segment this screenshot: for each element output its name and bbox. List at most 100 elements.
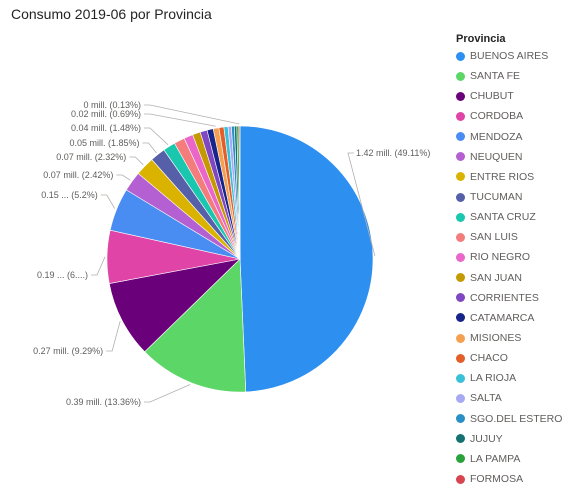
data-label-mendoza: 0.15 ... (5.2%)	[41, 190, 98, 200]
chart-title: Consumo 2019-06 por Provincia	[11, 6, 212, 22]
data-label-neuquen: 0.07 mill. (2.42%)	[43, 170, 113, 180]
legend-label: CORRIENTES	[470, 291, 539, 304]
legend-item-san-luis[interactable]: SAN LUIS	[456, 227, 572, 247]
data-label-cordoba: 0.19 ... (6....)	[37, 270, 88, 280]
legend-marker	[456, 414, 465, 424]
legend-marker	[456, 273, 465, 283]
legend-label: SALTA	[470, 392, 502, 405]
legend-item-salta[interactable]: SALTA	[456, 388, 572, 408]
legend-item-jujuy[interactable]: JUJUY	[456, 429, 572, 449]
legend-label: JUJUY	[470, 432, 503, 445]
legend-label: SGO.DEL ESTERO	[470, 412, 563, 425]
legend-label: SANTA CRUZ	[470, 211, 536, 224]
legend-label: NEUQUEN	[470, 150, 523, 163]
legend-marker	[456, 172, 465, 182]
leader-line-misiones	[144, 113, 216, 127]
leader-line-formosa	[144, 104, 240, 125]
pie-slice-formosa[interactable]	[238, 125, 241, 260]
legend-item-la-pampa[interactable]: LA PAMPA	[456, 449, 572, 469]
legend-item-la-rioja[interactable]: LA RIOJA	[456, 368, 572, 388]
data-labels: 1.42 mill. (49.11%) 0.39 mill. (13.36%) 0.…	[33, 100, 430, 407]
legend-marker	[456, 51, 465, 61]
legend-label: CHUBUT	[470, 90, 514, 103]
data-label-buenos-aires: 1.42 mill. (49.11%)	[356, 148, 430, 158]
legend-marker	[456, 373, 465, 383]
legend-label: SAN JUAN	[470, 271, 522, 284]
legend-marker	[456, 212, 465, 222]
legend-item-formosa[interactable]: FORMOSA	[456, 469, 572, 489]
data-label-entre-rios: 0.07 mill. (2.32%)	[56, 152, 126, 162]
leader-line-entre-rios	[129, 156, 144, 166]
legend-marker	[456, 393, 465, 403]
data-label-formosa: 0 mill. (0.13%)	[83, 100, 141, 110]
legend-item-rio-negro[interactable]: RIO NEGRO	[456, 247, 572, 267]
data-label-misiones: 0.02 mill. (0.69%)	[71, 109, 141, 119]
leader-line-tucuman	[142, 142, 157, 154]
legend-item-san-juan[interactable]: SAN JUAN	[456, 268, 572, 288]
legend-item-entre-rios[interactable]: ENTRE RIOS	[456, 167, 572, 187]
legend-item-corrientes[interactable]: CORRIENTES	[456, 288, 572, 308]
legend-item-misiones[interactable]: MISIONES	[456, 328, 572, 348]
legend-label: BUENOS AIRES	[470, 50, 549, 63]
legend-item-chaco[interactable]: CHACO	[456, 348, 572, 368]
legend-marker	[456, 333, 465, 343]
pie-slices	[106, 125, 374, 393]
legend-item-santa-cruz[interactable]: SANTA CRUZ	[456, 207, 572, 227]
legend-marker	[456, 232, 465, 242]
legend: Provincia BUENOS AIRES SANTA FE CHUBUT CORD…	[456, 32, 572, 489]
legend-marker	[456, 152, 465, 162]
legend-item-santa-fe[interactable]: SANTA FE	[456, 66, 572, 86]
legend-label: LA RIOJA	[470, 372, 517, 385]
legend-list: BUENOS AIRES SANTA FE CHUBUT CORDOBA MENDOZA…	[456, 46, 572, 489]
legend-label: CHACO	[470, 352, 508, 365]
leader-line-chubut	[106, 321, 121, 352]
pie-slice-santa-fe[interactable]	[144, 258, 247, 393]
pie-chart: 1.42 mill. (49.11%) 0.39 mill. (13.36%) 0.…	[33, 100, 430, 407]
legend-label: SAN LUIS	[470, 231, 518, 244]
legend-item-tucuman[interactable]: TUCUMAN	[456, 187, 572, 207]
legend-marker	[456, 192, 465, 202]
legend-label: CORDOBA	[470, 110, 524, 123]
data-label-santa-fe: 0.39 mill. (13.36%)	[66, 397, 141, 407]
legend-marker	[456, 252, 465, 262]
legend-marker	[456, 474, 465, 484]
legend-item-buenos-aires[interactable]: BUENOS AIRES	[456, 46, 572, 66]
leader-line-cordoba	[91, 256, 106, 276]
legend-label: RIO NEGRO	[470, 251, 531, 264]
legend-title: Provincia	[456, 33, 506, 45]
legend-label: SANTA FE	[470, 70, 520, 83]
legend-item-chubut[interactable]: CHUBUT	[456, 86, 572, 106]
leader-line-buenos-aires	[347, 152, 376, 257]
legend-marker	[456, 293, 465, 303]
data-label-tucuman: 0.05 mill. (1.85%)	[69, 138, 139, 148]
legend-marker	[456, 91, 465, 101]
leader-line-mendoza	[100, 194, 116, 209]
legend-item-mendoza[interactable]: MENDOZA	[456, 127, 572, 147]
legend-marker	[456, 132, 465, 142]
legend-item-sgo-del-estero[interactable]: SGO.DEL ESTERO	[456, 409, 572, 429]
legend-label: LA PAMPA	[470, 452, 521, 465]
legend-label: ENTRE RIOS	[470, 170, 535, 183]
leader-line-santa-fe	[144, 384, 191, 403]
legend-label: CATAMARCA	[470, 311, 535, 324]
legend-item-catamarca[interactable]: CATAMARCA	[456, 308, 572, 328]
legend-marker	[456, 434, 465, 444]
leader-line-santa-cruz	[144, 127, 169, 146]
legend-label: MENDOZA	[470, 130, 523, 143]
legend-label: MISIONES	[470, 332, 522, 345]
pie-slice-buenos-aires[interactable]	[239, 125, 374, 393]
legend-marker	[456, 111, 465, 121]
legend-item-cordoba[interactable]: CORDOBA	[456, 106, 572, 126]
legend-marker	[456, 353, 465, 363]
legend-marker	[456, 454, 465, 464]
data-label-chubut: 0.27 mill. (9.29%)	[33, 346, 103, 356]
data-label-santa-cruz: 0.04 mill. (1.48%)	[71, 123, 141, 133]
legend-label: TUCUMAN	[470, 191, 523, 204]
legend-marker	[456, 313, 465, 323]
legend-marker	[456, 71, 465, 81]
legend-item-neuquen[interactable]: NEUQUEN	[456, 147, 572, 167]
pie-slice-chubut[interactable]	[108, 258, 241, 353]
legend-label: FORMOSA	[470, 473, 524, 486]
leader-line-neuquen	[116, 174, 131, 181]
